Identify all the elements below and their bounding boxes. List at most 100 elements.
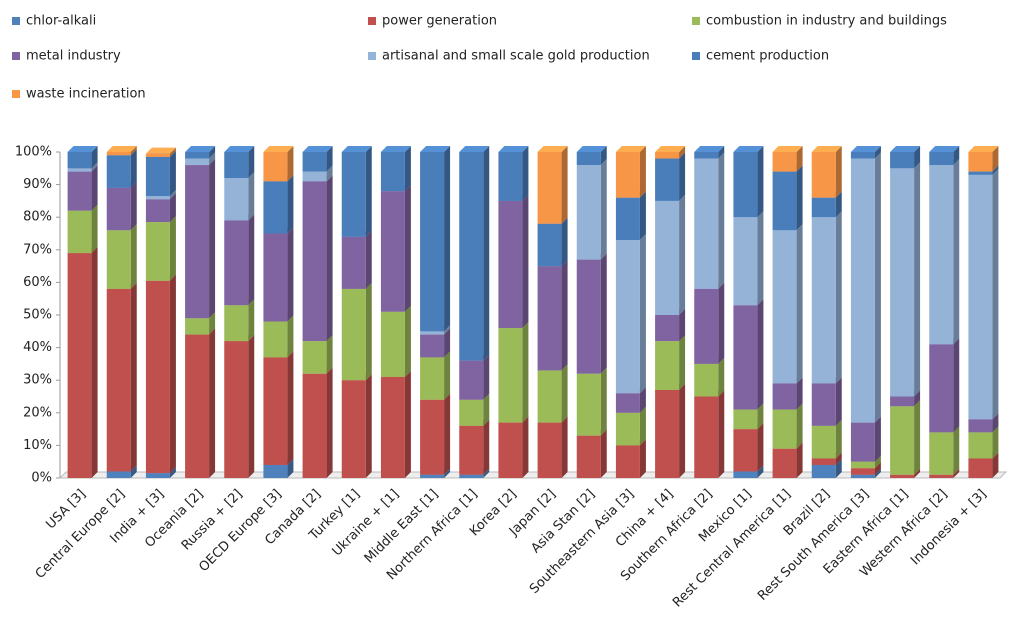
bar-side xyxy=(209,328,216,478)
bar-top xyxy=(929,146,960,152)
bar-side xyxy=(169,467,176,478)
bar-side xyxy=(248,172,255,221)
bar-segment xyxy=(420,357,445,400)
bar-segment xyxy=(850,461,875,469)
legend-label: power generation xyxy=(382,14,497,29)
bar-side xyxy=(757,465,764,478)
bar-segment xyxy=(67,152,92,169)
legend-label: chlor-alkali xyxy=(26,14,96,29)
bar-side xyxy=(718,282,725,364)
bar-side xyxy=(874,152,881,423)
bar-segment xyxy=(811,425,836,459)
bar-segment xyxy=(537,223,562,267)
bar-side xyxy=(483,354,490,400)
bar-segment xyxy=(890,396,915,407)
bar-top xyxy=(498,146,529,152)
y-tick-label: 0% xyxy=(31,471,52,486)
bar-side xyxy=(561,260,568,371)
bar-side xyxy=(169,193,176,223)
bar-segment xyxy=(694,363,719,397)
bar-segment xyxy=(772,383,797,410)
legend-swatch xyxy=(692,52,700,60)
bar-segment xyxy=(733,471,758,478)
bar-side xyxy=(835,211,842,384)
bar-segment xyxy=(380,152,405,192)
bar-segment xyxy=(185,334,210,478)
bar-segment xyxy=(498,328,523,423)
bar-side xyxy=(444,468,451,478)
bar-segment xyxy=(576,259,601,374)
bar-side xyxy=(679,383,686,478)
floor xyxy=(58,471,1008,479)
bar-segment xyxy=(694,288,719,364)
bar-side xyxy=(757,146,764,218)
bar-segment xyxy=(459,425,484,475)
bar-segment xyxy=(459,474,484,478)
bar-segment xyxy=(498,200,523,329)
bar-segment xyxy=(498,152,523,201)
bar-segment xyxy=(772,409,797,449)
bar-segment xyxy=(302,341,327,374)
bar-side xyxy=(796,377,803,410)
bar-segment xyxy=(968,432,993,459)
bar-segment xyxy=(67,210,92,254)
bar-segment xyxy=(615,393,640,413)
bar-segment xyxy=(890,152,915,169)
bar-side xyxy=(404,185,411,312)
bar-segment xyxy=(929,165,954,345)
bar-segment xyxy=(733,429,758,472)
bar-side xyxy=(130,282,137,472)
y-tick-label: 40% xyxy=(23,340,52,355)
bar-side xyxy=(522,322,529,423)
bar-side xyxy=(326,146,333,172)
bar-segment xyxy=(850,152,875,159)
bar-segment xyxy=(968,458,993,478)
bar-segment xyxy=(145,280,170,474)
bar-side xyxy=(326,335,333,374)
bar-segment xyxy=(655,152,680,159)
bar-segment xyxy=(302,171,327,182)
bar-side xyxy=(169,190,176,200)
bar-side xyxy=(404,305,411,377)
bar-segment xyxy=(655,341,680,390)
bar-side xyxy=(287,175,294,234)
y-tick-label: 80% xyxy=(23,210,52,225)
bar-side xyxy=(248,335,255,478)
legend-swatch xyxy=(692,17,700,25)
bar-segment xyxy=(224,178,249,221)
bar-side xyxy=(874,468,881,478)
bar-side xyxy=(835,452,842,465)
bar-side xyxy=(130,149,137,188)
bar-side xyxy=(914,468,921,478)
bar-top xyxy=(694,146,725,152)
bar-segment xyxy=(106,187,131,231)
bar-side xyxy=(992,146,999,172)
legend-label: metal industry xyxy=(26,49,121,64)
bar-side xyxy=(169,216,176,281)
bar-side xyxy=(522,146,529,201)
bar-segment xyxy=(615,240,640,394)
bar-segment xyxy=(694,396,719,478)
bar-top xyxy=(576,146,607,152)
bar-segment xyxy=(733,152,758,218)
bar-side xyxy=(248,146,255,179)
y-tick-label: 50% xyxy=(23,308,52,323)
bar-segment xyxy=(968,171,993,175)
bar-side xyxy=(326,367,333,478)
bar-segment xyxy=(380,191,405,312)
bar-segment xyxy=(380,376,405,478)
bar-segment xyxy=(655,158,680,201)
bar-segment xyxy=(145,196,170,200)
bar-side xyxy=(992,426,999,459)
bar-segment xyxy=(498,422,523,478)
bar-side xyxy=(287,458,294,478)
y-tick-label: 20% xyxy=(23,405,52,420)
bar-segment xyxy=(106,288,131,472)
bar-segment xyxy=(302,152,327,172)
bar-side xyxy=(561,146,568,224)
bar-side xyxy=(914,400,921,475)
bar-segment xyxy=(380,311,405,377)
bar-segment xyxy=(615,152,640,198)
bar-segment xyxy=(106,155,131,188)
bar-segment xyxy=(929,474,954,478)
